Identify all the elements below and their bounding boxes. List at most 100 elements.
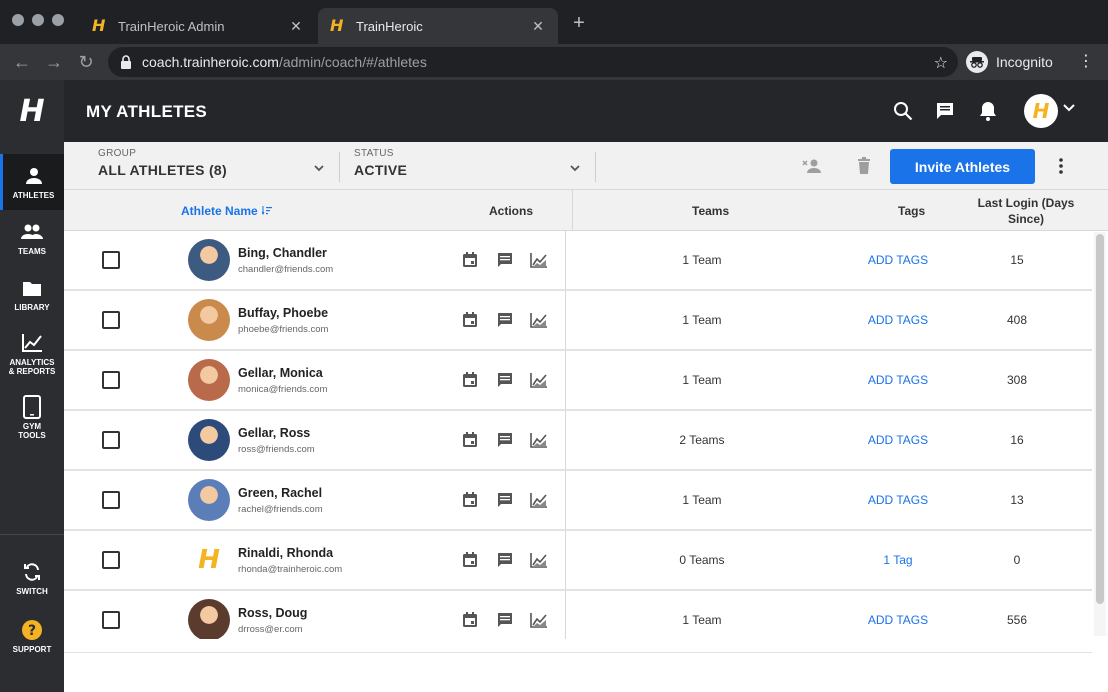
browser-tab-admin[interactable]: H TrainHeroic Admin ✕: [80, 8, 316, 44]
invite-athletes-button[interactable]: Invite Athletes: [890, 149, 1035, 184]
minimize-window-button[interactable]: [32, 14, 44, 26]
column-header-athlete-name[interactable]: Athlete Name: [181, 190, 272, 231]
progress-chart-icon[interactable]: [530, 611, 548, 629]
calendar-icon[interactable]: [461, 491, 479, 509]
more-options-icon[interactable]: [1051, 156, 1071, 176]
athlete-last-login: 13: [1010, 493, 1024, 507]
athlete-name[interactable]: Bing, Chandler: [238, 246, 327, 260]
message-icon[interactable]: [496, 371, 514, 389]
sidebar-item-analytics[interactable]: ANALYTICS & REPORTS: [0, 322, 64, 384]
column-divider: [565, 531, 566, 589]
athlete-tags-link[interactable]: 1 Tag: [883, 553, 913, 567]
trash-icon[interactable]: [854, 156, 874, 176]
calendar-icon[interactable]: [461, 611, 479, 629]
trainheroic-logo[interactable]: H: [19, 93, 45, 129]
new-tab-icon[interactable]: +: [573, 12, 585, 34]
table-scrollbar[interactable]: [1094, 232, 1106, 636]
message-icon[interactable]: [496, 611, 514, 629]
sidebar-item-teams[interactable]: TEAMS: [0, 210, 64, 266]
group-filter-dropdown[interactable]: GROUP ALL ATHLETES (8): [98, 148, 324, 186]
group-filter-value: ALL ATHLETES (8): [98, 162, 227, 178]
calendar-icon[interactable]: [461, 371, 479, 389]
column-label: Athlete Name: [181, 203, 258, 218]
row-checkbox[interactable]: [102, 251, 120, 269]
athlete-tags-link[interactable]: ADD TAGS: [867, 373, 929, 387]
close-window-button[interactable]: [12, 14, 24, 26]
athlete-tags-link[interactable]: ADD TAGS: [867, 253, 929, 267]
forward-arrow-icon[interactable]: →: [45, 52, 63, 72]
message-icon[interactable]: [496, 551, 514, 569]
table-row[interactable]: Ross, Doug drross@er.com 1 Team ADD TAGS…: [64, 591, 1092, 639]
calendar-icon[interactable]: [461, 431, 479, 449]
browser-menu-icon[interactable]: ⋮: [1078, 53, 1094, 70]
athlete-tags-link[interactable]: ADD TAGS: [867, 493, 929, 507]
table-row[interactable]: Gellar, Monica monica@friends.com 1 Team…: [64, 351, 1092, 411]
status-filter-dropdown[interactable]: STATUS ACTIVE: [354, 148, 580, 186]
athlete-teams: 1 Team: [682, 493, 722, 507]
address-bar[interactable]: coach.trainheroic.com/admin/coach/#/athl…: [108, 47, 958, 77]
back-arrow-icon[interactable]: ←: [13, 52, 31, 72]
athlete-tags-link[interactable]: ADD TAGS: [867, 613, 929, 627]
close-tab-icon[interactable]: ✕: [532, 17, 544, 34]
athlete-name[interactable]: Rinaldi, Rhonda: [238, 546, 334, 560]
progress-chart-icon[interactable]: [530, 251, 548, 269]
sidebar-item-gym-tools[interactable]: GYM TOOLS: [0, 386, 64, 448]
browser-chrome: H TrainHeroic Admin ✕ H TrainHeroic ✕ + …: [0, 0, 1108, 80]
progress-chart-icon[interactable]: [530, 371, 548, 389]
group-filter-label: GROUP: [98, 148, 137, 159]
remove-athlete-icon[interactable]: [802, 156, 822, 176]
progress-chart-icon[interactable]: [530, 431, 548, 449]
column-divider: [565, 411, 566, 469]
tab-title: TrainHeroic Admin: [118, 18, 225, 34]
sidebar-item-library[interactable]: LIBRARY: [0, 266, 64, 322]
message-icon[interactable]: [496, 251, 514, 269]
close-tab-icon[interactable]: ✕: [290, 17, 302, 34]
search-icon[interactable]: [890, 98, 916, 124]
athlete-name[interactable]: Ross, Doug: [238, 606, 308, 620]
athlete-tags-link[interactable]: ADD TAGS: [867, 433, 929, 447]
row-checkbox[interactable]: [102, 551, 120, 569]
athlete-teams: 2 Teams: [679, 433, 725, 447]
progress-chart-icon[interactable]: [530, 491, 548, 509]
chevron-down-icon[interactable]: [1062, 100, 1076, 116]
progress-chart-icon[interactable]: [530, 551, 548, 569]
row-checkbox[interactable]: [102, 491, 120, 509]
message-icon[interactable]: [496, 311, 514, 329]
sidebar-item-support[interactable]: ? SUPPORT: [0, 608, 64, 664]
incognito-badge[interactable]: Incognito: [966, 48, 1053, 76]
scrollbar-thumb[interactable]: [1096, 234, 1104, 604]
table-row[interactable]: Buffay, Phoebe phoebe@friends.com 1 Team…: [64, 291, 1092, 351]
athlete-name[interactable]: Gellar, Ross: [238, 426, 311, 440]
browser-tab-trainheroic[interactable]: H TrainHeroic ✕: [318, 8, 558, 44]
progress-chart-icon[interactable]: [530, 311, 548, 329]
chat-icon[interactable]: [932, 98, 958, 124]
athlete-name[interactable]: Buffay, Phoebe: [238, 306, 329, 320]
sidebar-item-athletes[interactable]: ATHLETES: [0, 154, 64, 210]
message-icon[interactable]: [496, 431, 514, 449]
sort-icon: [261, 204, 272, 218]
message-icon[interactable]: [496, 491, 514, 509]
athlete-name[interactable]: Gellar, Monica: [238, 366, 323, 380]
table-row[interactable]: Bing, Chandler chandler@friends.com 1 Te…: [64, 231, 1092, 291]
bookmark-star-icon[interactable]: ☆: [933, 55, 948, 72]
calendar-icon[interactable]: [461, 251, 479, 269]
table-row[interactable]: H Rinaldi, Rhonda rhonda@trainheroic.com…: [64, 531, 1092, 591]
row-checkbox[interactable]: [102, 311, 120, 329]
calendar-icon[interactable]: [461, 551, 479, 569]
athlete-email: chandler@friends.com: [238, 264, 334, 275]
sidebar-item-switch[interactable]: SWITCH: [0, 550, 64, 606]
row-checkbox[interactable]: [102, 371, 120, 389]
user-avatar[interactable]: H: [1024, 94, 1058, 128]
table-row[interactable]: Gellar, Ross ross@friends.com 2 Teams AD…: [64, 411, 1092, 471]
athlete-name[interactable]: Green, Rachel: [238, 486, 323, 500]
table-row[interactable]: Green, Rachel rachel@friends.com 1 Team …: [64, 471, 1092, 531]
calendar-icon[interactable]: [461, 311, 479, 329]
folder-icon: [20, 276, 44, 300]
bell-icon[interactable]: [975, 98, 1001, 124]
incognito-icon: [966, 51, 988, 73]
maximize-window-button[interactable]: [52, 14, 64, 26]
row-checkbox[interactable]: [102, 431, 120, 449]
row-checkbox[interactable]: [102, 611, 120, 629]
reload-icon[interactable]: ↻: [78, 52, 94, 72]
athlete-tags-link[interactable]: ADD TAGS: [867, 313, 929, 327]
